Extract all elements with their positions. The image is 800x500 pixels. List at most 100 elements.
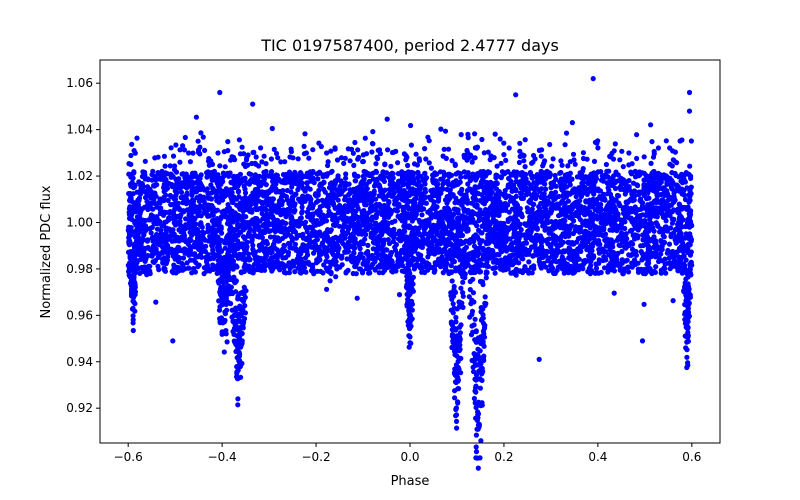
data-point: [617, 236, 624, 242]
data-point: [281, 242, 287, 248]
data-point: [222, 245, 228, 251]
data-point: [170, 227, 176, 233]
data-point: [172, 238, 178, 244]
data-point: [317, 182, 323, 189]
data-point: [471, 257, 477, 263]
data-point: [453, 242, 459, 248]
data-point: [334, 266, 340, 272]
data-point: [351, 230, 357, 236]
data-point: [590, 253, 597, 259]
data-point: [531, 223, 537, 229]
data-point: [513, 203, 519, 209]
data-point: [418, 262, 424, 268]
data-point: [304, 180, 310, 186]
data-point: [617, 203, 623, 209]
data-point: [672, 257, 678, 264]
data-point: [557, 242, 563, 248]
data-point: [552, 172, 558, 179]
data-point: [555, 205, 562, 211]
data-point: [573, 194, 579, 200]
data-point: [354, 295, 360, 301]
data-point: [174, 179, 180, 185]
data-point: [195, 264, 201, 270]
data-point: [128, 225, 134, 231]
data-point: [499, 246, 505, 252]
data-point: [620, 186, 627, 193]
data-point: [675, 268, 681, 274]
data-point: [190, 180, 197, 186]
data-point: [493, 226, 500, 232]
data-point: [507, 215, 513, 221]
data-point: [653, 205, 659, 211]
data-point: [171, 262, 177, 268]
data-point: [247, 208, 253, 214]
data-point: [252, 261, 258, 267]
data-point: [147, 271, 153, 277]
data-point: [645, 251, 651, 257]
data-point: [189, 251, 195, 257]
data-point: [672, 227, 679, 233]
data-point: [466, 186, 472, 192]
data-point: [676, 210, 682, 216]
data-point: [299, 210, 305, 216]
data-point: [461, 206, 467, 212]
data-point: [251, 228, 257, 234]
data-point: [361, 221, 367, 227]
data-point: [571, 186, 578, 192]
data-point: [668, 182, 674, 188]
data-point: [564, 184, 570, 190]
data-point: [428, 165, 434, 171]
data-point: [618, 178, 624, 184]
data-point: [207, 268, 213, 274]
data-point: [592, 239, 599, 245]
data-point: [538, 186, 545, 192]
data-point: [513, 193, 519, 199]
data-point: [441, 209, 447, 215]
data-point: [136, 179, 142, 185]
data-point: [300, 185, 306, 191]
data-point: [616, 242, 622, 248]
data-point: [419, 269, 425, 275]
data-point: [150, 234, 156, 240]
data-point: [568, 240, 574, 246]
data-point: [403, 194, 410, 200]
data-point: [652, 254, 659, 260]
data-point: [381, 178, 387, 184]
data-point: [402, 219, 408, 225]
data-point: [612, 185, 619, 192]
data-point: [250, 246, 256, 252]
data-point: [440, 181, 446, 187]
data-point: [331, 257, 337, 263]
data-point: [641, 182, 647, 188]
data-point: [562, 233, 568, 239]
data-point: [553, 223, 559, 229]
data-point: [390, 269, 396, 275]
data-point: [281, 269, 287, 275]
data-point: [562, 205, 568, 211]
data-point: [276, 227, 282, 233]
data-point: [595, 270, 601, 276]
data-point: [365, 242, 371, 248]
data-point: [679, 171, 685, 177]
data-point: [191, 268, 197, 274]
data-point: [411, 180, 417, 186]
data-point: [384, 247, 390, 253]
data-point: [461, 193, 468, 199]
data-point: [627, 252, 633, 258]
data-point: [212, 189, 218, 195]
data-point: [373, 180, 379, 186]
data-point: [129, 179, 135, 185]
data-point: [597, 230, 603, 236]
data-point: [370, 232, 376, 238]
data-point: [275, 238, 281, 244]
data-point: [453, 206, 459, 212]
data-point: [262, 267, 268, 273]
data-point: [538, 168, 544, 174]
data-point: [513, 188, 519, 194]
data-point: [635, 267, 642, 273]
data-point: [509, 188, 515, 194]
data-point: [252, 205, 259, 212]
data-point: [196, 209, 202, 215]
data-point: [611, 290, 617, 296]
data-point: [256, 267, 262, 273]
